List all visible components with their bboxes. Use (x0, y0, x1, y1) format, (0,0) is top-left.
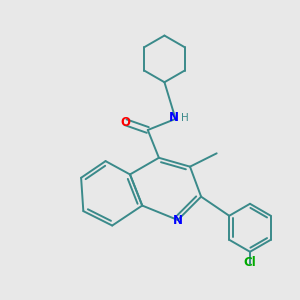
Text: Cl: Cl (244, 256, 256, 269)
Text: O: O (121, 116, 130, 129)
Text: N: N (173, 214, 183, 226)
Text: H: H (181, 113, 188, 123)
Text: N: N (169, 111, 179, 124)
